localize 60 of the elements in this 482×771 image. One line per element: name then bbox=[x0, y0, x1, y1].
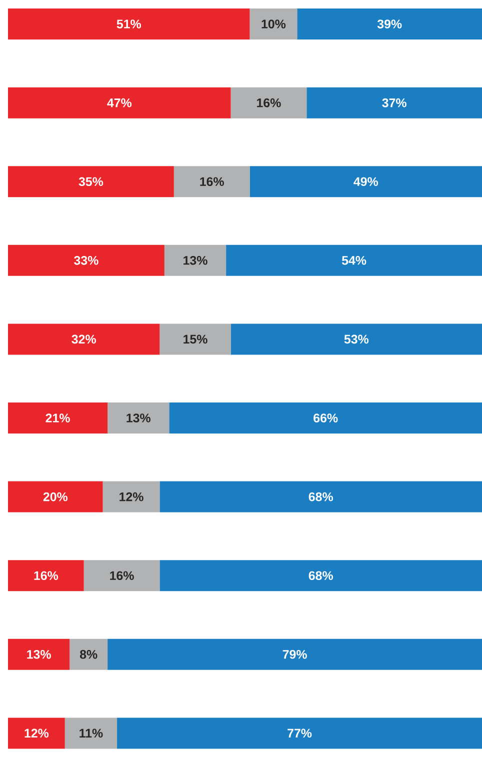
data-label: 13% bbox=[184, 256, 208, 265]
bar bbox=[8, 324, 160, 355]
bar bbox=[160, 324, 231, 355]
data-label: 33% bbox=[74, 256, 98, 265]
data-label: 49% bbox=[354, 177, 378, 186]
bar bbox=[108, 638, 482, 670]
bar bbox=[174, 166, 250, 198]
data-label: 37% bbox=[382, 98, 406, 108]
data-label: 54% bbox=[342, 256, 366, 265]
data-label: 15% bbox=[184, 334, 208, 344]
data-label: 68% bbox=[308, 492, 333, 502]
bar bbox=[8, 244, 164, 276]
bar bbox=[8, 481, 103, 512]
bar bbox=[8, 402, 108, 434]
bar bbox=[306, 87, 482, 118]
bar bbox=[117, 718, 482, 749]
bar bbox=[8, 638, 70, 670]
data-label: 10% bbox=[262, 20, 286, 28]
data-label: 12% bbox=[24, 728, 49, 738]
data-label: 79% bbox=[282, 650, 307, 659]
data-label: 16% bbox=[34, 571, 58, 580]
data-label: 47% bbox=[107, 98, 132, 108]
data-label: 39% bbox=[377, 20, 402, 28]
bar bbox=[102, 481, 160, 512]
data-label: 16% bbox=[200, 177, 224, 186]
data-label: 13% bbox=[126, 414, 150, 422]
bar bbox=[108, 402, 170, 434]
bar bbox=[250, 166, 482, 198]
bar bbox=[230, 324, 482, 355]
bar bbox=[164, 244, 226, 276]
bar bbox=[64, 718, 118, 749]
bar bbox=[8, 560, 84, 592]
data-label: 66% bbox=[314, 414, 338, 422]
data-label: 68% bbox=[308, 571, 333, 580]
bar bbox=[160, 560, 482, 592]
bar bbox=[8, 718, 65, 749]
data-label: 12% bbox=[120, 492, 144, 502]
data-label: 16% bbox=[257, 98, 281, 108]
data-label: 51% bbox=[116, 20, 142, 28]
bar bbox=[169, 402, 482, 434]
data-label: 8% bbox=[80, 650, 98, 659]
bar bbox=[84, 560, 160, 592]
bar bbox=[230, 87, 307, 118]
data-label: 77% bbox=[288, 728, 312, 738]
bar bbox=[8, 8, 250, 40]
data-label: 13% bbox=[27, 650, 51, 659]
bar bbox=[8, 166, 174, 198]
bar bbox=[70, 638, 108, 670]
data-label: 32% bbox=[72, 334, 96, 344]
data-label: 20% bbox=[43, 492, 68, 502]
data-label: 35% bbox=[78, 177, 104, 186]
data-label: 53% bbox=[344, 334, 369, 344]
bar bbox=[250, 8, 298, 40]
data-label: 11% bbox=[80, 728, 103, 738]
data-label: 16% bbox=[110, 571, 134, 580]
bar bbox=[8, 87, 231, 118]
bar bbox=[297, 8, 482, 40]
bar bbox=[160, 481, 482, 512]
data-label: 21% bbox=[46, 414, 70, 422]
bar bbox=[226, 244, 482, 276]
